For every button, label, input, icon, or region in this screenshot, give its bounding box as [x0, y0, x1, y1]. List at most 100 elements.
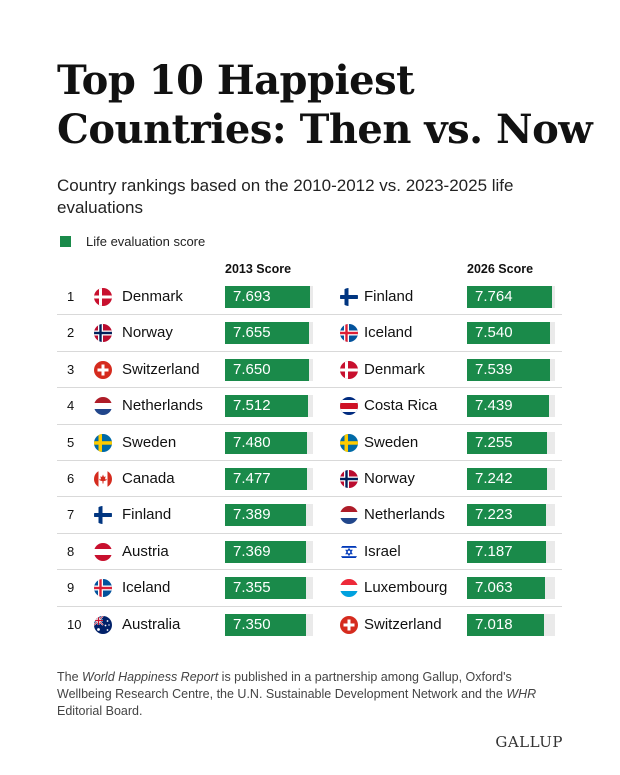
country-name: Denmark — [364, 360, 425, 378]
finland-flag-icon — [340, 288, 358, 306]
country-name: Netherlands — [122, 397, 203, 415]
footnote-pre: The — [57, 670, 83, 684]
legend-swatch — [60, 235, 71, 247]
netherlands-flag-icon — [94, 397, 112, 416]
rank-label: 3 — [67, 361, 75, 377]
austria-flag-icon — [94, 542, 112, 561]
canada-flag-icon — [94, 469, 112, 488]
netherlands-flag-icon — [340, 506, 358, 525]
australia-flag-icon — [94, 615, 112, 634]
rank-label: 4 — [67, 398, 75, 414]
score-bar: 7.512 — [225, 395, 308, 418]
rank-label: 1 — [67, 289, 75, 304]
score-bar: 7.540 — [467, 322, 550, 345]
country-name: Sweden — [364, 433, 419, 451]
switzerland-flag-icon — [94, 360, 112, 379]
rank-label: 8 — [67, 543, 75, 559]
rank-label: 6 — [67, 470, 75, 486]
norway-flag-icon — [340, 469, 358, 488]
country-name: Iceland — [122, 579, 171, 597]
score-bar: 7.480 — [225, 431, 307, 454]
table-row: 8 Austria 7.369 Israel 7.187 — [57, 534, 562, 571]
sweden-flag-icon — [94, 433, 112, 452]
score-value: 7.242 — [475, 469, 513, 487]
table-row: 5 Sweden 7.480 Sweden 7.255 — [57, 425, 562, 461]
country-name: Iceland — [364, 324, 413, 342]
score-bar: 7.255 — [467, 431, 547, 454]
score-bar: 7.655 — [225, 322, 309, 345]
score-bar: 7.187 — [467, 540, 546, 563]
table-row: 7 Finland 7.389 Netherlands 7.223 — [57, 497, 562, 534]
score-value: 7.389 — [233, 506, 271, 524]
rank-label: 9 — [67, 580, 75, 596]
country-name: Luxembourg — [364, 579, 448, 597]
score-value: 7.512 — [233, 397, 271, 415]
bar-track: 7.512 — [225, 395, 313, 418]
bar-track: 7.655 — [225, 322, 313, 345]
gallup-logo: GALLUP — [495, 733, 563, 751]
legend: Life evaluation score — [60, 232, 205, 250]
bar-track: 7.187 — [467, 540, 555, 563]
score-bar: 7.350 — [225, 613, 306, 636]
country-name: Denmark — [122, 288, 183, 305]
score-value: 7.540 — [475, 324, 513, 342]
bar-track: 7.764 — [467, 286, 555, 308]
table-row: 10 Australia 7.350 Switzerland 7.018 — [57, 607, 562, 643]
score-value: 7.650 — [233, 360, 271, 378]
denmark-flag-icon — [340, 360, 358, 379]
score-value: 7.439 — [475, 397, 513, 415]
score-bar: 7.693 — [225, 286, 310, 308]
score-value: 7.693 — [233, 288, 271, 305]
luxembourg-flag-icon — [340, 579, 358, 598]
bar-track: 7.063 — [467, 577, 555, 600]
score-bar: 7.355 — [225, 577, 306, 600]
score-value: 7.223 — [475, 506, 513, 524]
denmark-flag-icon — [94, 288, 112, 306]
ranking-table: 1 Denmark 7.693 Finland 7.764 2 Norway 7.655 Ice… — [57, 279, 562, 643]
bar-track: 7.223 — [467, 504, 555, 527]
bar-track: 7.539 — [467, 358, 555, 381]
country-name: Austria — [122, 542, 169, 560]
score-value: 7.764 — [475, 288, 513, 305]
score-bar: 7.439 — [467, 395, 549, 418]
score-bar: 7.242 — [467, 467, 547, 490]
iceland-flag-icon — [94, 579, 112, 598]
country-name: Israel — [364, 542, 401, 560]
table-row: 4 Netherlands 7.512 Costa Rica 7.439 — [57, 388, 562, 425]
footnote-mid: is published in a partnership among Gall… — [57, 670, 512, 701]
finland-flag-icon — [94, 506, 112, 525]
bar-track: 7.350 — [225, 613, 313, 636]
score-value: 7.355 — [233, 579, 271, 597]
country-name: Norway — [122, 324, 173, 342]
bar-track: 7.439 — [467, 395, 555, 418]
bar-track: 7.355 — [225, 577, 313, 600]
chart-title: Top 10 Happiest Countries: Then vs. Now — [57, 57, 593, 153]
footnote-whr: WHR — [506, 687, 537, 701]
iceland-flag-icon — [340, 324, 358, 343]
table-row: 6 Canada 7.477 Norway 7.242 — [57, 461, 562, 498]
score-bar: 7.063 — [467, 577, 545, 600]
bar-track: 7.480 — [225, 431, 313, 454]
score-value: 7.655 — [233, 324, 271, 342]
score-bar: 7.539 — [467, 358, 550, 381]
bar-track: 7.650 — [225, 358, 313, 381]
score-bar: 7.018 — [467, 613, 544, 636]
norway-flag-icon — [94, 324, 112, 343]
footnote-report-title: World Happiness Report — [82, 670, 219, 684]
score-value: 7.018 — [475, 615, 513, 633]
score-bar: 7.477 — [225, 467, 307, 490]
score-bar: 7.223 — [467, 504, 546, 527]
rank-label: 7 — [67, 507, 75, 523]
table-row: 2 Norway 7.655 Iceland 7.540 — [57, 315, 562, 352]
score-bar: 7.764 — [467, 286, 552, 308]
country-name: Canada — [122, 469, 175, 487]
bar-track: 7.540 — [467, 322, 555, 345]
score-bar: 7.650 — [225, 358, 309, 381]
rank-label: 10 — [67, 616, 82, 632]
bar-track: 7.242 — [467, 467, 555, 490]
score-bar: 7.389 — [225, 504, 306, 527]
bar-track: 7.389 — [225, 504, 313, 527]
score-value: 7.063 — [475, 579, 513, 597]
country-name: Sweden — [122, 433, 177, 451]
country-name: Switzerland — [364, 615, 442, 633]
